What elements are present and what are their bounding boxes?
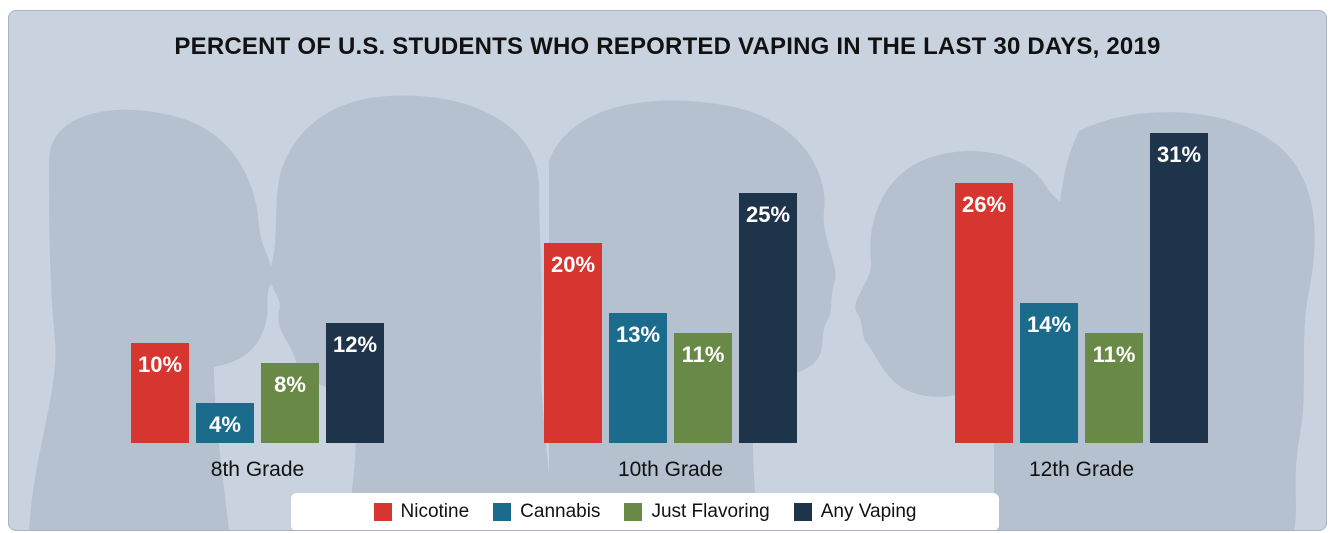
bars-layer	[131, 133, 1208, 443]
bar-10th-grade-any-vaping	[739, 193, 797, 443]
data-label-8th-grade-just-flavoring: 8%	[274, 372, 306, 397]
bar-12th-grade-any-vaping	[1150, 133, 1208, 443]
legend-label-just-flavoring: Just Flavoring	[651, 501, 770, 522]
data-label-12th-grade-just-flavoring: 11%	[1093, 342, 1136, 367]
bar-10th-grade-just-flavoring	[674, 333, 732, 443]
data-label-12th-grade-nicotine: 26%	[962, 192, 1006, 217]
data-label-10th-grade-any-vaping: 25%	[746, 202, 790, 227]
data-label-12th-grade-any-vaping: 31%	[1157, 142, 1201, 167]
legend-item-just-flavoring: Just Flavoring	[624, 501, 770, 523]
bar-8th-grade-just-flavoring	[261, 363, 319, 443]
category-labels-layer: 8th Grade 10th Grade 12th Grade	[211, 458, 1134, 481]
category-label-10th-grade: 10th Grade	[618, 458, 723, 481]
bar-12th-grade-just-flavoring	[1085, 333, 1143, 443]
data-label-12th-grade-cannabis: 14%	[1027, 312, 1071, 337]
data-label-10th-grade-just-flavoring: 11%	[682, 342, 725, 367]
bar-8th-grade-cannabis	[196, 403, 254, 443]
bar-10th-grade-cannabis	[609, 313, 667, 443]
bar-12th-grade-cannabis	[1020, 303, 1078, 443]
chart-title: PERCENT OF U.S. STUDENTS WHO REPORTED VA…	[174, 33, 1161, 60]
legend-label-nicotine: Nicotine	[400, 501, 470, 522]
bar-12th-grade-nicotine	[955, 183, 1013, 443]
bar-8th-grade-any-vaping	[326, 323, 384, 443]
legend: Nicotine Cannabis Just Flavoring Any Vap…	[291, 493, 999, 530]
legend-label-any-vaping: Any Vaping	[820, 501, 917, 522]
category-label-8th-grade: 8th Grade	[211, 458, 304, 481]
bar-8th-grade-nicotine	[131, 343, 189, 443]
silhouette-right-boy	[269, 95, 554, 530]
legend-item-any-vaping: Any Vaping	[793, 501, 917, 523]
legend-item-cannabis: Cannabis	[493, 501, 600, 523]
value-labels-layer: 10% 4% 8% 12% 20% 13% 11% 25% 26% 14% 11% 31%	[138, 142, 1201, 437]
data-label-8th-grade-cannabis: 4%	[209, 412, 241, 437]
data-label-10th-grade-cannabis: 13%	[616, 322, 660, 347]
legend-swatch-just-flavoring	[624, 503, 643, 521]
legend-swatch-cannabis	[493, 503, 512, 521]
chart-frame: 10% 4% 8% 12% 20% 13% 11% 25% 26% 14% 11% 31% 8th G…	[8, 10, 1327, 531]
data-label-8th-grade-nicotine: 10%	[138, 352, 182, 377]
bar-10th-grade-nicotine	[544, 243, 602, 443]
legend-item-nicotine: Nicotine	[373, 501, 470, 523]
legend-swatch-nicotine	[373, 503, 392, 521]
legend-label-cannabis: Cannabis	[520, 501, 601, 522]
category-label-12th-grade: 12th Grade	[1029, 458, 1134, 481]
chart-plot: 10% 4% 8% 12% 20% 13% 11% 25% 26% 14% 11% 31% 8th G…	[29, 95, 1315, 530]
data-label-8th-grade-any-vaping: 12%	[333, 332, 377, 357]
data-label-10th-grade-nicotine: 20%	[551, 252, 595, 277]
legend-swatch-any-vaping	[793, 503, 812, 521]
